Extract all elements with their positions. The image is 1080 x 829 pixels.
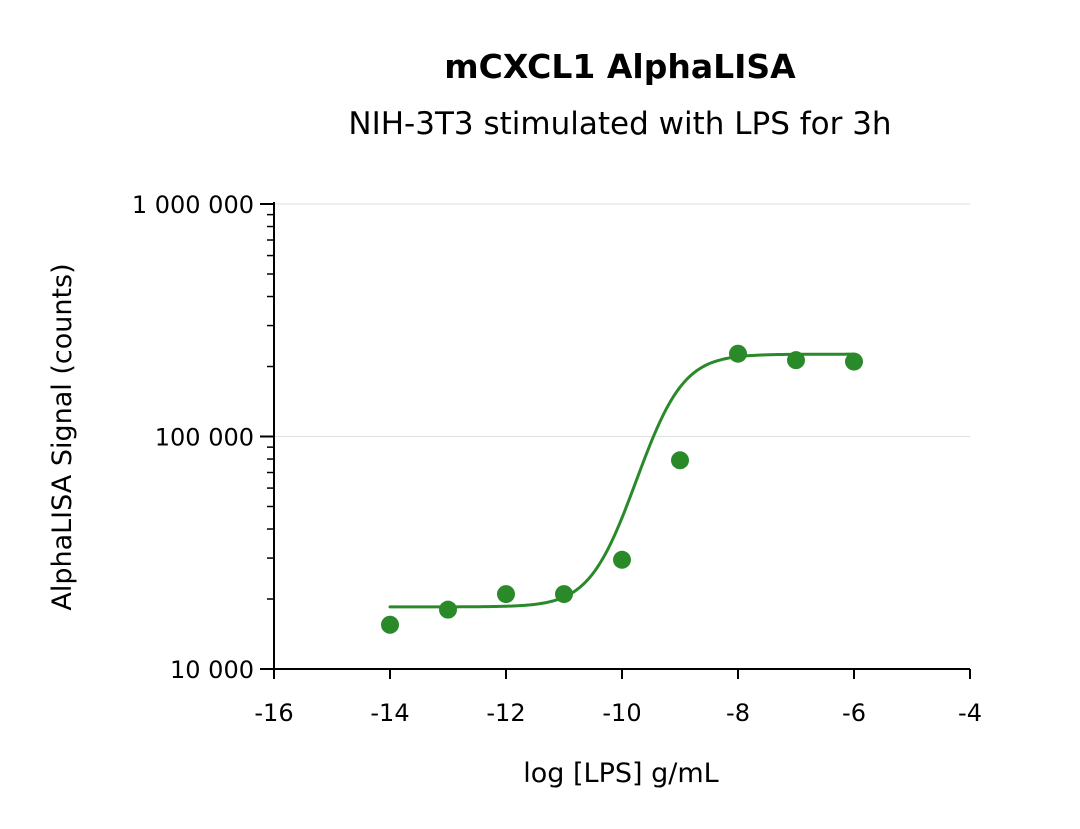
y-axis-label: AlphaLISA Signal (counts) [47, 263, 78, 610]
data-points-layer [381, 344, 863, 634]
x-tick-label: -6 [842, 699, 866, 727]
y-tick-label: 1 000 000 [132, 191, 254, 219]
x-tick-label: -12 [486, 699, 525, 727]
data-point [787, 351, 805, 370]
fit-curve-layer [388, 352, 856, 609]
data-point [613, 550, 631, 569]
data-point [845, 352, 863, 371]
x-tick-label: -14 [370, 699, 409, 727]
grid-lines [274, 203, 970, 438]
data-point [497, 585, 515, 604]
x-tick-label: -16 [254, 699, 293, 727]
data-point [439, 600, 457, 619]
ticks: -16 -14 -12 -10 -8 -6 -4 10 000 100 000 1 000 000 [132, 191, 982, 727]
fit-curve [388, 352, 856, 609]
axes [273, 202, 970, 670]
data-point [671, 451, 689, 470]
x-tick-label: -4 [958, 699, 982, 727]
chart-title: mCXCL1 AlphaLISA [444, 47, 796, 86]
x-tick-label: -10 [602, 699, 641, 727]
chart-subtitle: NIH-3T3 stimulated with LPS for 3h [348, 106, 891, 142]
data-point [381, 615, 399, 634]
x-tick-label: -8 [726, 699, 750, 727]
y-tick-label: 10 000 [170, 656, 254, 684]
data-point [555, 585, 573, 604]
x-axis-label: log [LPS] g/mL [523, 758, 718, 789]
data-point [729, 344, 747, 363]
y-tick-label: 100 000 [155, 424, 254, 452]
